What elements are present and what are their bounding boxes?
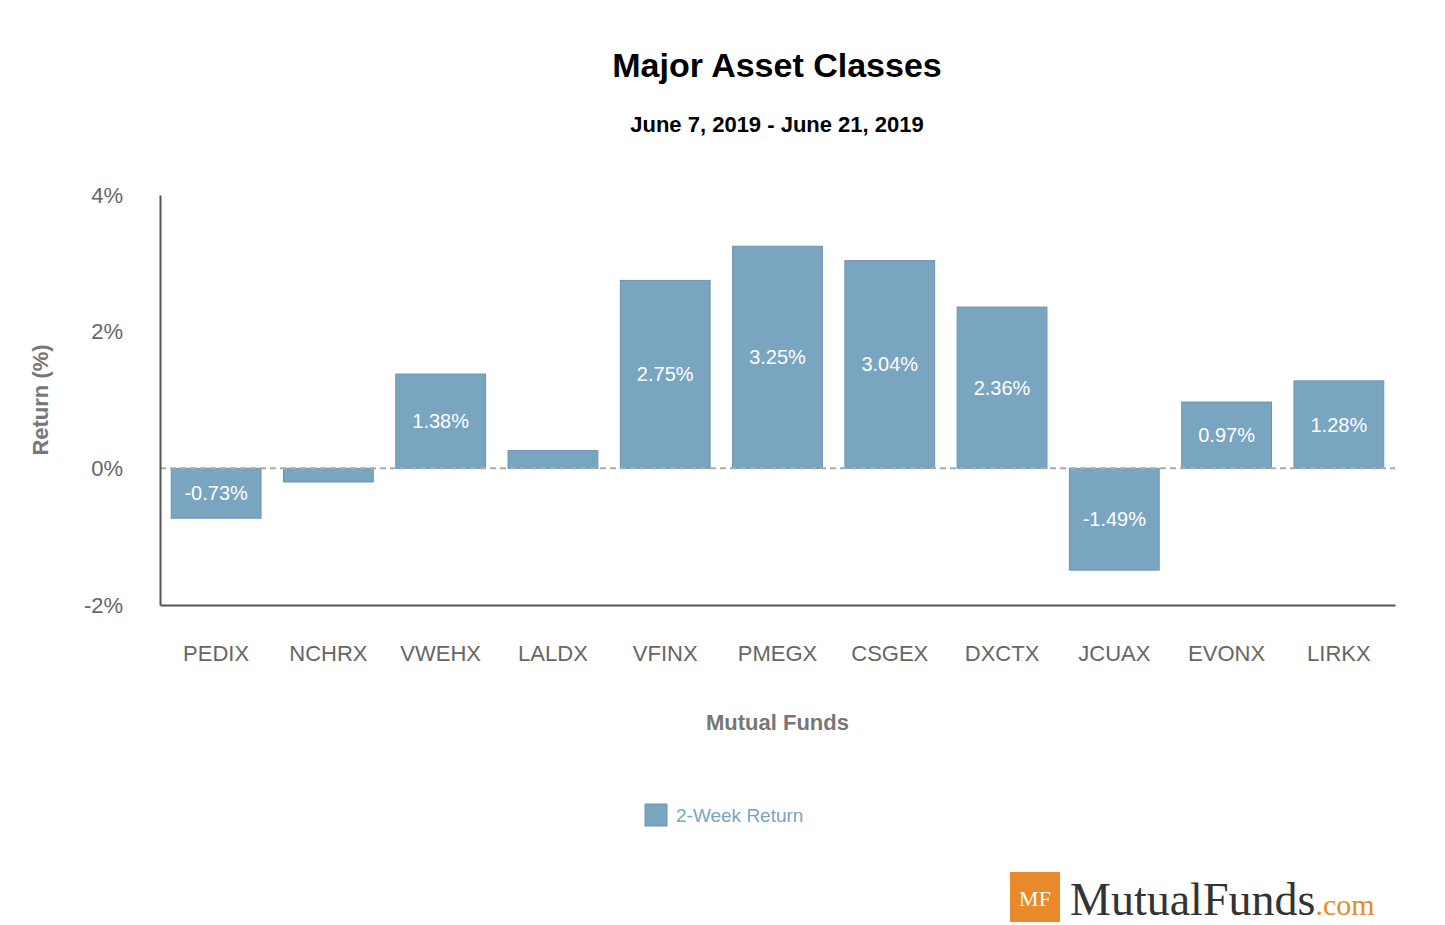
y-axis-title: Return (%)	[28, 344, 53, 455]
logo-text: MutualFunds.com	[1070, 874, 1375, 925]
x-axis-title: Mutual Funds	[706, 710, 849, 735]
bar	[733, 246, 823, 468]
data-label: 2.36%	[974, 377, 1031, 399]
x-tick-label: LIRKX	[1307, 641, 1371, 666]
data-label: 1.38%	[412, 410, 469, 432]
x-tick: LIRKX	[1307, 605, 1371, 666]
x-tick-label: LALDX	[518, 641, 588, 666]
x-tick: NCHRX	[289, 605, 368, 666]
x-tick-label: NCHRX	[289, 641, 368, 666]
y-axis-line	[160, 196, 162, 606]
x-tick: DXCTX	[965, 605, 1040, 666]
logo-mark: MF	[1019, 886, 1051, 911]
data-label: 3.25%	[749, 346, 806, 368]
logo-box	[1010, 872, 1060, 922]
plot-area	[160, 246, 1395, 570]
y-axis: -2% 0% 2% 4%	[84, 183, 161, 618]
bar-series	[171, 246, 1384, 570]
data-label: 0.97%	[1198, 424, 1255, 446]
data-label: 1.28%	[1311, 414, 1368, 436]
y-tick: 4%	[91, 183, 160, 208]
bar	[1294, 381, 1384, 468]
zero-line	[160, 467, 1395, 469]
x-tick: PEDIX	[183, 605, 249, 666]
chart: Major Asset Classes June 7, 2019 - June 2…	[0, 0, 1445, 925]
legend-label: 2-Week Return	[676, 805, 803, 826]
logo-name: MutualFunds	[1070, 874, 1315, 925]
bar	[620, 280, 710, 468]
x-tick-label: PEDIX	[183, 641, 249, 666]
bar	[1069, 468, 1159, 570]
x-tick-label: DXCTX	[965, 641, 1040, 666]
bar	[284, 468, 374, 482]
y-tick-label: 4%	[91, 183, 123, 208]
data-label: 2.75%	[637, 363, 694, 385]
x-tick: PMEGX	[738, 605, 818, 666]
x-tick: JCUAX	[1078, 605, 1150, 666]
y-tick: -2%	[84, 593, 160, 618]
x-tick: CSGEX	[851, 605, 928, 666]
title: Major Asset Classes	[612, 46, 941, 84]
data-label: -1.49%	[1083, 508, 1147, 530]
bar	[845, 261, 935, 469]
x-tick: EVONX	[1188, 605, 1265, 666]
x-tick: VFINX	[633, 605, 698, 666]
bar	[957, 307, 1047, 468]
bar	[171, 468, 261, 518]
data-label: -0.73%	[184, 482, 248, 504]
bar	[508, 451, 598, 469]
x-tick-label: EVONX	[1188, 641, 1265, 666]
y-tick-label: 0%	[91, 456, 123, 481]
y-tick-label: 2%	[91, 319, 123, 344]
x-tick-label: JCUAX	[1078, 641, 1150, 666]
legend-swatch	[645, 804, 667, 826]
y-tick: 0%	[91, 456, 160, 481]
x-tick-label: PMEGX	[738, 641, 818, 666]
data-labels: -0.73% 1.38% 2.75% 3.25% 3.04% 2.36% -1.49% 0.9…	[184, 346, 1367, 530]
x-tick-label: VFINX	[633, 641, 698, 666]
logo-domain: .com	[1315, 888, 1374, 921]
x-axis-line	[161, 605, 1396, 607]
data-label: 3.04%	[861, 353, 918, 375]
x-tick: LALDX	[518, 605, 588, 666]
legend-item: 2-Week Return	[645, 804, 803, 826]
x-tick-label: CSGEX	[851, 641, 928, 666]
y-tick-label: -2%	[84, 593, 123, 618]
bar	[396, 374, 486, 468]
subtitle: June 7, 2019 - June 21, 2019	[630, 112, 924, 137]
x-axis: PEDIX NCHRX VWEHX LALDX VFINX PMEGX CSGEX DXCTX…	[161, 605, 1396, 666]
logo: MF MutualFunds.com	[1010, 872, 1375, 925]
x-tick-label: VWEHX	[400, 641, 481, 666]
x-tick: VWEHX	[400, 605, 481, 666]
y-tick: 2%	[91, 319, 160, 344]
bar	[1182, 402, 1272, 468]
legend: 2-Week Return	[645, 804, 803, 826]
